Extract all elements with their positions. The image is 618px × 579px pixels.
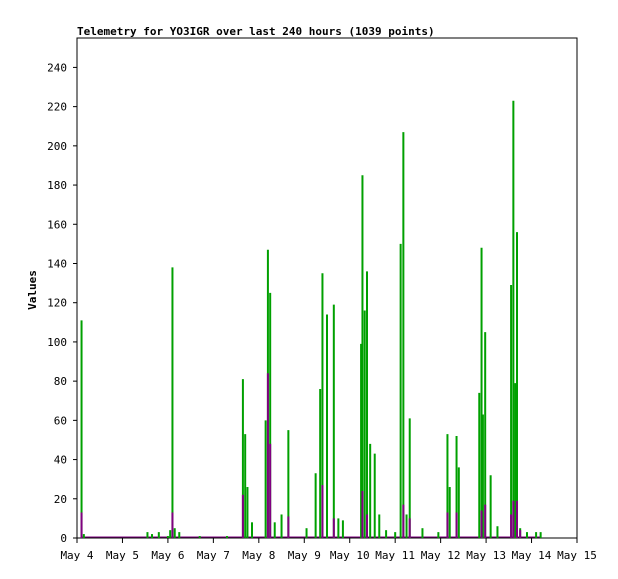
y-axis-label: Values xyxy=(26,270,39,310)
y-tick-label: 40 xyxy=(54,454,67,467)
x-tick-label: May 6 xyxy=(151,549,184,562)
y-tick-label: 140 xyxy=(47,257,67,270)
x-tick-label: May 8 xyxy=(242,549,275,562)
y-tick-label: 220 xyxy=(47,101,67,114)
y-tick-label: 80 xyxy=(54,375,67,388)
y-tick-label: 20 xyxy=(54,493,67,506)
x-tick-label: May 9 xyxy=(288,549,321,562)
x-tick-label: May 4 xyxy=(60,549,93,562)
y-tick-label: 100 xyxy=(47,336,67,349)
x-tick-label: May 7 xyxy=(197,549,230,562)
y-axis: 0 20 40 60 80 100 120 140 160 180 200 220 240 xyxy=(47,61,77,545)
x-tick-label: May 12 xyxy=(421,549,461,562)
y-tick-label: 0 xyxy=(60,532,67,545)
y-tick-label: 160 xyxy=(47,218,67,231)
x-axis: May 4 May 5 May 6 May 7 May 8 May 9 May 10 May … xyxy=(60,538,597,562)
y-tick-label: 120 xyxy=(47,297,67,310)
series-bars xyxy=(80,100,542,538)
x-tick-label: May 13 xyxy=(466,549,506,562)
y-tick-label: 240 xyxy=(47,61,67,74)
x-tick-label: May 15 xyxy=(557,549,597,562)
chart-title: Telemetry for YO3IGR over last 240 hours… xyxy=(77,25,435,38)
x-tick-label: May 11 xyxy=(375,549,415,562)
x-tick-label: May 10 xyxy=(330,549,370,562)
y-tick-label: 200 xyxy=(47,140,67,153)
y-tick-label: 180 xyxy=(47,179,67,192)
x-tick-label: May 5 xyxy=(106,549,139,562)
x-tick-label: May 14 xyxy=(512,549,552,562)
y-tick-label: 60 xyxy=(54,414,67,427)
